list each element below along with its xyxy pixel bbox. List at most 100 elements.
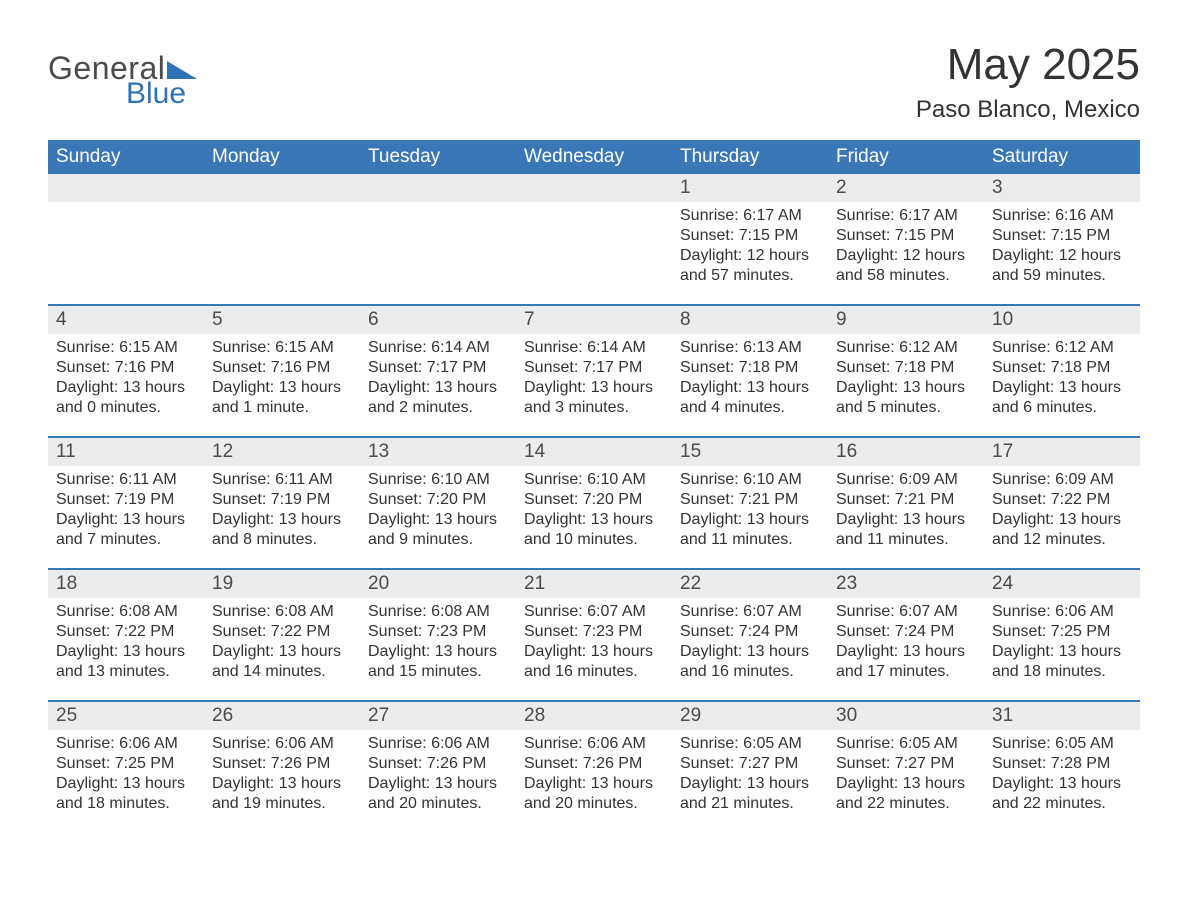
daylight-line: Daylight: 13 hours and 8 minutes. (212, 510, 352, 550)
sunset-line: Sunset: 7:28 PM (992, 754, 1132, 774)
daylight-line: Daylight: 13 hours and 19 minutes. (212, 774, 352, 814)
calendar-cell: 10Sunrise: 6:12 AMSunset: 7:18 PMDayligh… (984, 306, 1140, 426)
sunset-value: 7:16 PM (115, 359, 175, 376)
day-number: 29 (672, 702, 828, 730)
sunset-label: Sunset: (56, 755, 110, 772)
day-number: 4 (48, 306, 204, 334)
sunrise-value: 6:12 AM (1055, 339, 1114, 356)
sunset-line: Sunset: 7:24 PM (680, 622, 820, 642)
day-details: Sunrise: 6:14 AMSunset: 7:17 PMDaylight:… (516, 334, 672, 418)
sunset-value: 7:26 PM (583, 755, 643, 772)
logo-text-blue: Blue (126, 77, 186, 111)
sunset-line: Sunset: 7:25 PM (56, 754, 196, 774)
sunset-line: Sunset: 7:27 PM (836, 754, 976, 774)
sunrise-label: Sunrise: (992, 207, 1051, 224)
calendar-cell: 7Sunrise: 6:14 AMSunset: 7:17 PMDaylight… (516, 306, 672, 426)
calendar-cell: 22Sunrise: 6:07 AMSunset: 7:24 PMDayligh… (672, 570, 828, 690)
daylight-line: Daylight: 13 hours and 21 minutes. (680, 774, 820, 814)
sunrise-value: 6:11 AM (119, 471, 177, 488)
week-row: 18Sunrise: 6:08 AMSunset: 7:22 PMDayligh… (48, 568, 1140, 690)
sunrise-line: Sunrise: 6:12 AM (992, 338, 1132, 358)
day-details: Sunrise: 6:09 AMSunset: 7:21 PMDaylight:… (828, 466, 984, 550)
sunrise-label: Sunrise: (992, 339, 1051, 356)
sunset-value: 7:19 PM (115, 491, 175, 508)
sunrise-line: Sunrise: 6:08 AM (368, 602, 508, 622)
day-details: Sunrise: 6:06 AMSunset: 7:25 PMDaylight:… (984, 598, 1140, 682)
day-details: Sunrise: 6:08 AMSunset: 7:23 PMDaylight:… (360, 598, 516, 682)
calendar: SundayMondayTuesdayWednesdayThursdayFrid… (48, 140, 1140, 822)
calendar-cell: 30Sunrise: 6:05 AMSunset: 7:27 PMDayligh… (828, 702, 984, 822)
day-number: 17 (984, 438, 1140, 466)
sunrise-line: Sunrise: 6:14 AM (368, 338, 508, 358)
day-number: 7 (516, 306, 672, 334)
sunrise-value: 6:06 AM (587, 735, 646, 752)
day-details: Sunrise: 6:17 AMSunset: 7:15 PMDaylight:… (828, 202, 984, 286)
daylight-label: Daylight: (56, 379, 118, 396)
sunrise-value: 6:08 AM (119, 603, 178, 620)
day-number: 1 (672, 174, 828, 202)
day-number: 8 (672, 306, 828, 334)
sunrise-line: Sunrise: 6:07 AM (524, 602, 664, 622)
daylight-label: Daylight: (368, 643, 430, 660)
sunset-label: Sunset: (368, 623, 422, 640)
daylight-line: Daylight: 13 hours and 9 minutes. (368, 510, 508, 550)
calendar-cell (204, 174, 360, 294)
sunrise-label: Sunrise: (680, 471, 739, 488)
day-details: Sunrise: 6:12 AMSunset: 7:18 PMDaylight:… (984, 334, 1140, 418)
sunset-line: Sunset: 7:15 PM (680, 226, 820, 246)
sunrise-line: Sunrise: 6:07 AM (680, 602, 820, 622)
sunrise-value: 6:16 AM (1055, 207, 1114, 224)
daylight-line: Daylight: 13 hours and 0 minutes. (56, 378, 196, 418)
sunset-value: 7:16 PM (271, 359, 331, 376)
daylight-line: Daylight: 13 hours and 18 minutes. (992, 642, 1132, 682)
daylight-label: Daylight: (524, 775, 586, 792)
sunrise-value: 6:15 AM (275, 339, 334, 356)
day-number: 20 (360, 570, 516, 598)
week-row: 4Sunrise: 6:15 AMSunset: 7:16 PMDaylight… (48, 304, 1140, 426)
sunset-value: 7:22 PM (1051, 491, 1111, 508)
calendar-cell: 4Sunrise: 6:15 AMSunset: 7:16 PMDaylight… (48, 306, 204, 426)
day-details: Sunrise: 6:10 AMSunset: 7:20 PMDaylight:… (360, 466, 516, 550)
calendar-cell: 6Sunrise: 6:14 AMSunset: 7:17 PMDaylight… (360, 306, 516, 426)
daylight-line: Daylight: 13 hours and 11 minutes. (680, 510, 820, 550)
daylight-line: Daylight: 13 hours and 22 minutes. (836, 774, 976, 814)
sunrise-line: Sunrise: 6:10 AM (680, 470, 820, 490)
daylight-label: Daylight: (992, 643, 1054, 660)
day-number: 27 (360, 702, 516, 730)
sunset-value: 7:17 PM (583, 359, 643, 376)
day-details: Sunrise: 6:06 AMSunset: 7:26 PMDaylight:… (360, 730, 516, 814)
daylight-label: Daylight: (680, 379, 742, 396)
sunset-line: Sunset: 7:22 PM (992, 490, 1132, 510)
sunrise-value: 6:07 AM (587, 603, 646, 620)
day-number: 30 (828, 702, 984, 730)
sunset-label: Sunset: (836, 491, 890, 508)
daylight-line: Daylight: 13 hours and 16 minutes. (524, 642, 664, 682)
sunrise-value: 6:09 AM (899, 471, 958, 488)
sunset-line: Sunset: 7:25 PM (992, 622, 1132, 642)
day-details: Sunrise: 6:07 AMSunset: 7:24 PMDaylight:… (672, 598, 828, 682)
sunset-value: 7:19 PM (271, 491, 331, 508)
daylight-label: Daylight: (836, 775, 898, 792)
daylight-label: Daylight: (368, 775, 430, 792)
day-details: Sunrise: 6:13 AMSunset: 7:18 PMDaylight:… (672, 334, 828, 418)
sunset-value: 7:15 PM (1051, 227, 1111, 244)
sunset-value: 7:26 PM (427, 755, 487, 772)
sunset-label: Sunset: (680, 491, 734, 508)
sunset-label: Sunset: (992, 755, 1046, 772)
day-header: Monday (204, 140, 360, 174)
sunrise-value: 6:14 AM (587, 339, 646, 356)
sunrise-line: Sunrise: 6:15 AM (56, 338, 196, 358)
daylight-line: Daylight: 13 hours and 20 minutes. (524, 774, 664, 814)
daylight-label: Daylight: (212, 379, 274, 396)
calendar-cell: 2Sunrise: 6:17 AMSunset: 7:15 PMDaylight… (828, 174, 984, 294)
daylight-label: Daylight: (56, 775, 118, 792)
sunset-line: Sunset: 7:17 PM (524, 358, 664, 378)
sunset-label: Sunset: (992, 227, 1046, 244)
sunrise-label: Sunrise: (524, 603, 583, 620)
sunrise-label: Sunrise: (836, 207, 895, 224)
day-number: 31 (984, 702, 1140, 730)
day-number: 5 (204, 306, 360, 334)
sunrise-label: Sunrise: (836, 735, 895, 752)
sunrise-label: Sunrise: (212, 339, 271, 356)
day-number: 24 (984, 570, 1140, 598)
